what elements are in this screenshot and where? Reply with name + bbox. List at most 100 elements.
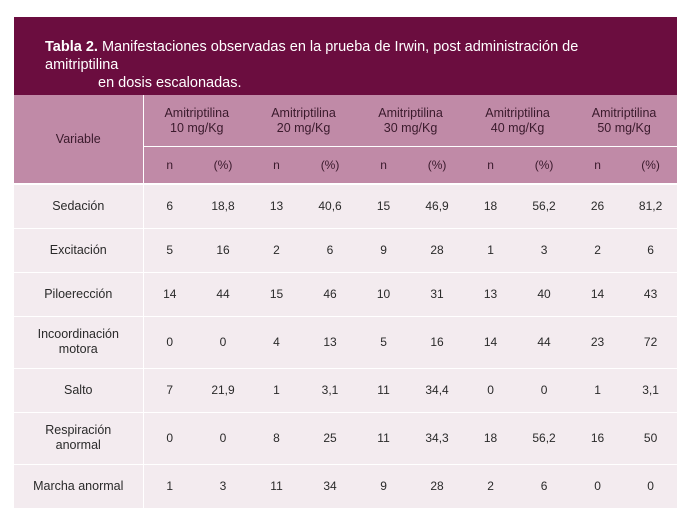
cell-n: 7 [143, 367, 196, 412]
cell-n: 14 [143, 271, 196, 316]
cell-n: 9 [357, 463, 411, 508]
table-row: Excitación 5 16 2 6 9 28 1 3 2 6 [14, 227, 678, 272]
cell-n: 0 [143, 411, 196, 464]
cell-n: 15 [250, 271, 304, 316]
cell-pct: 0 [196, 411, 251, 464]
cell-pct: 6 [303, 227, 358, 272]
cell-n: 26 [571, 183, 625, 228]
header-n: n [143, 146, 196, 184]
cell-pct: 81,2 [624, 183, 678, 228]
cell-n: 1 [250, 367, 304, 412]
row-variable: Sedación [14, 183, 144, 228]
cell-n: 2 [464, 463, 518, 508]
cell-pct: 56,2 [517, 411, 572, 464]
header-variable: Variable [14, 95, 144, 184]
table-row: Marcha anormal 1 3 11 34 9 28 2 6 0 0 [14, 463, 678, 508]
cell-pct: 50 [624, 411, 678, 464]
header-dose: Amitriptilina 40 mg/Kg [464, 95, 572, 147]
table-title-line2: en dosis escalonadas. [98, 75, 242, 91]
cell-n: 0 [464, 367, 518, 412]
row-variable: Excitación [14, 227, 144, 272]
header-n: n [571, 146, 625, 184]
cell-n: 5 [357, 315, 411, 368]
cell-n: 6 [143, 183, 196, 228]
header-n: n [250, 146, 304, 184]
irwin-results-table: Variable Amitriptilina 10 mg/Kg Amitripti… [14, 95, 678, 508]
cell-pct: 72 [624, 315, 678, 368]
table-label: Tabla 2. [45, 39, 98, 55]
table-row: Salto 7 21,9 1 3,1 11 34,4 0 0 1 3,1 [14, 367, 678, 412]
cell-n: 15 [357, 183, 411, 228]
header-pct: (%) [196, 146, 251, 184]
cell-pct: 16 [196, 227, 251, 272]
cell-n: 0 [571, 463, 625, 508]
cell-n: 2 [571, 227, 625, 272]
table-row: Respiración anormal 0 0 8 25 11 34,3 18 56,2 16 50 [14, 411, 678, 464]
cell-n: 14 [571, 271, 625, 316]
cell-pct: 28 [410, 227, 465, 272]
cell-pct: 3,1 [624, 367, 678, 412]
header-row-subcolumns: n (%) n (%) n (%) n (%) n (%) [14, 146, 678, 184]
cell-n: 1 [143, 463, 196, 508]
cell-pct: 6 [517, 463, 572, 508]
cell-pct: 44 [517, 315, 572, 368]
cell-n: 23 [571, 315, 625, 368]
cell-n: 0 [143, 315, 196, 368]
cell-n: 2 [250, 227, 304, 272]
table-title: Tabla 2. Manifestaciones observadas en l… [14, 17, 677, 95]
cell-pct: 44 [196, 271, 251, 316]
header-dose: Amitriptilina 50 mg/Kg [571, 95, 678, 147]
table-row: Piloerección 14 44 15 46 10 31 13 40 14 43 [14, 271, 678, 316]
cell-pct: 34,4 [410, 367, 465, 412]
cell-pct: 56,2 [517, 183, 572, 228]
table-row: Sedación 6 18,8 13 40,6 15 46,9 18 56,2 26 81,2 [14, 183, 678, 228]
cell-n: 18 [464, 411, 518, 464]
header-row-doses: Variable Amitriptilina 10 mg/Kg Amitripti… [14, 95, 678, 184]
row-variable: Piloerección [14, 271, 144, 316]
cell-pct: 28 [410, 463, 465, 508]
cell-pct: 6 [624, 227, 678, 272]
table-title-line1: Manifestaciones observadas en la prueba … [45, 39, 579, 73]
header-pct: (%) [624, 146, 678, 184]
cell-pct: 43 [624, 271, 678, 316]
cell-pct: 3 [196, 463, 251, 508]
cell-pct: 40,6 [303, 183, 358, 228]
cell-n: 14 [464, 315, 518, 368]
cell-n: 13 [250, 183, 304, 228]
cell-pct: 16 [410, 315, 465, 368]
cell-pct: 13 [303, 315, 358, 368]
cell-pct: 34,3 [410, 411, 465, 464]
cell-pct: 3,1 [303, 367, 358, 412]
cell-pct: 25 [303, 411, 358, 464]
cell-pct: 46 [303, 271, 358, 316]
cell-n: 9 [357, 227, 411, 272]
cell-pct: 46,9 [410, 183, 465, 228]
cell-n: 5 [143, 227, 196, 272]
header-dose: Amitriptilina 20 mg/Kg [250, 95, 358, 147]
header-n: n [357, 146, 411, 184]
cell-pct: 0 [196, 315, 251, 368]
row-variable: Salto [14, 367, 144, 412]
table-body: Sedación 6 18,8 13 40,6 15 46,9 18 56,2 26 81,2 Exc… [14, 183, 678, 508]
cell-pct: 31 [410, 271, 465, 316]
cell-pct: 0 [624, 463, 678, 508]
row-variable: Respiración anormal [14, 411, 144, 464]
cell-n: 11 [357, 411, 411, 464]
cell-n: 10 [357, 271, 411, 316]
cell-n: 1 [464, 227, 518, 272]
cell-n: 4 [250, 315, 304, 368]
cell-pct: 18,8 [196, 183, 251, 228]
row-variable: Incoordinación motora [14, 315, 144, 368]
cell-n: 18 [464, 183, 518, 228]
table-container: Tabla 2. Manifestaciones observadas en l… [14, 17, 678, 508]
cell-pct: 21,9 [196, 367, 251, 412]
cell-n: 8 [250, 411, 304, 464]
cell-n: 1 [571, 367, 625, 412]
cell-n: 13 [464, 271, 518, 316]
table-row: Incoordinación motora 0 0 4 13 5 16 14 44 23 72 [14, 315, 678, 368]
row-variable: Marcha anormal [14, 463, 144, 508]
header-pct: (%) [303, 146, 358, 184]
cell-pct: 3 [517, 227, 572, 272]
cell-n: 11 [357, 367, 411, 412]
header-dose: Amitriptilina 30 mg/Kg [357, 95, 465, 147]
